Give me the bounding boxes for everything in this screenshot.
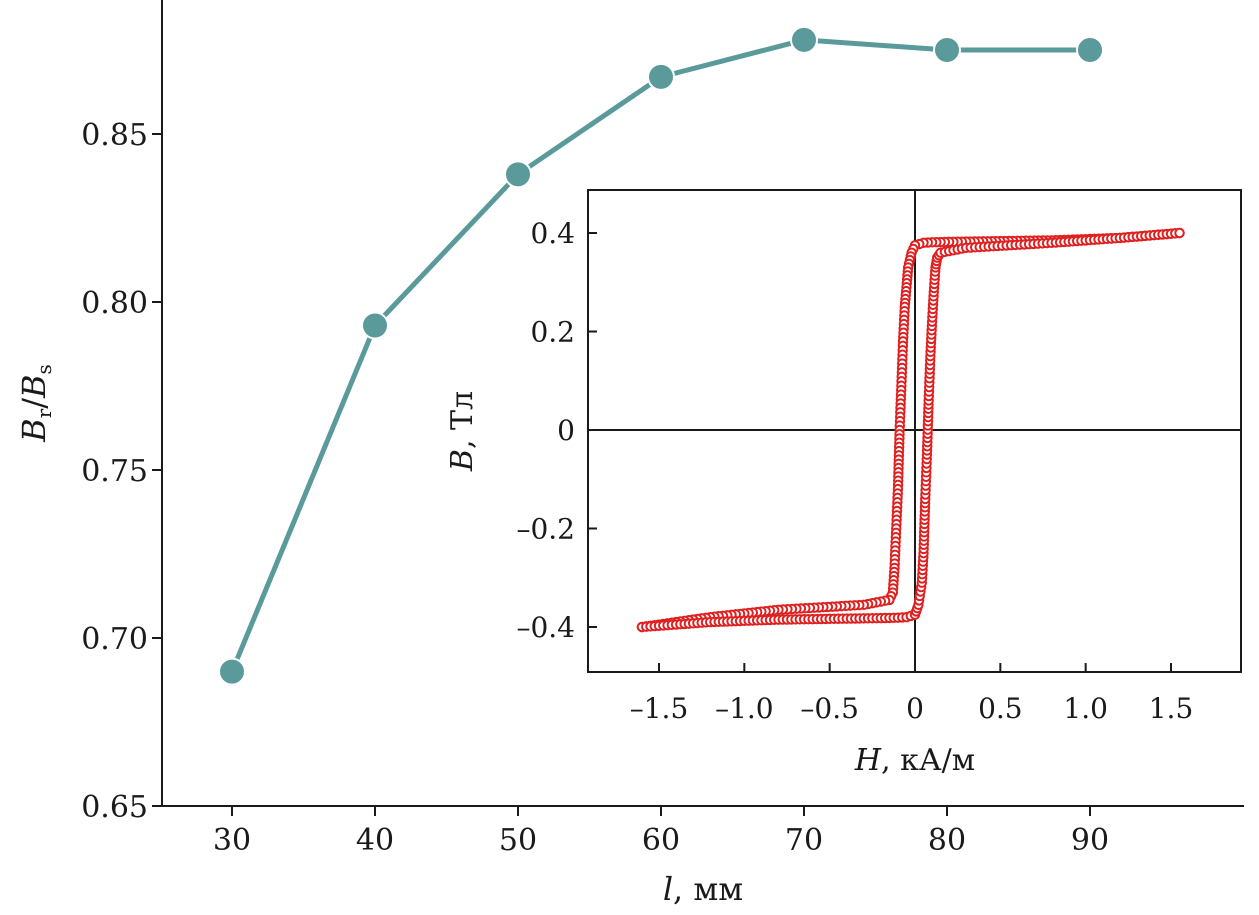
inset-x-tick-label: –0.5 [800,692,859,725]
main-y-tick-label: 0.65 [81,790,148,825]
inset-y-label-var: B [445,449,480,472]
main-y-label-sub2: s [32,364,56,374]
main-data-point [218,657,246,686]
inset-y-tick-label: 0 [557,414,575,447]
main-plot: 0.65 0.70 0.75 0.80 0.85 30 40 50 60 70 80 90 l, м… [15,0,1244,908]
main-x-tick-label: 70 [785,823,823,858]
main-data-point [1076,36,1104,64]
main-y-tick-label: 0.70 [81,622,148,657]
inset-y-tick-label: 0.2 [530,316,575,349]
main-y-tick-label: 0.80 [81,286,148,321]
inset-x-tick-label: 0.5 [978,692,1023,725]
inset-plot: –0.4 –0.2 0 0.2 0.4 –1.5 –1.0 –0.5 0 0.5 1.0 1.5 H… [445,189,1242,778]
main-x-axis-label: l, мм [663,870,743,908]
main-y-tick-label: 0.85 [81,118,148,153]
inset-x-tick-label: 0 [906,692,924,725]
main-y-label-var2: B [15,374,53,399]
main-x-ticks: 30 40 50 60 70 80 90 [213,806,1109,858]
inset-y-tick-label: –0.4 [516,611,575,644]
main-y-label-slash: / [15,398,53,409]
main-x-tick-label: 40 [356,823,394,858]
main-data-point [504,160,532,189]
inset-series [636,227,1185,633]
main-data-point [933,36,961,64]
inset-y-ticks: –0.4 –0.2 0 0.2 0.4 [516,217,597,644]
inset-x-tick-label: 1.5 [1149,692,1194,725]
inset-y-label-unit: , Тл [445,391,480,449]
main-x-tick-label: 90 [1071,823,1109,858]
main-y-axis-label: Br/Bs [15,364,56,443]
main-y-label-var1: B [15,418,53,443]
main-x-label-unit: , мм [673,870,743,908]
main-x-tick-label: 50 [499,823,537,858]
main-data-point [361,311,389,340]
inset-y-tick-label: 0.4 [530,217,575,250]
main-y-ticks: 0.65 0.70 0.75 0.80 0.85 [81,118,162,825]
inset-x-tick-label: –1.5 [630,692,689,725]
main-x-tick-label: 60 [642,823,680,858]
inset-y-axis-label: B, Тл [445,391,480,472]
main-x-tick-label: 30 [213,823,251,858]
inset-x-axis-label: H, кА/м [854,743,975,778]
main-x-label-var: l [663,870,673,908]
inset-x-ticks: –1.5 –1.0 –0.5 0 0.5 1.0 1.5 [630,663,1194,725]
inset-data-point [1174,227,1185,239]
inset-y-tick-label: –0.2 [516,513,575,546]
main-y-label-sub1: r [32,408,56,418]
main-x-tick-label: 80 [928,823,966,858]
main-data-point [647,62,675,91]
inset-x-tick-label: 1.0 [1063,692,1108,725]
inset-x-tick-label: –1.0 [715,692,774,725]
main-data-point [790,25,818,54]
main-series [218,25,1104,686]
inset-x-label-unit: , кА/м [881,743,975,778]
main-y-tick-label: 0.75 [81,454,148,489]
inset-x-label-var: H [854,743,882,778]
